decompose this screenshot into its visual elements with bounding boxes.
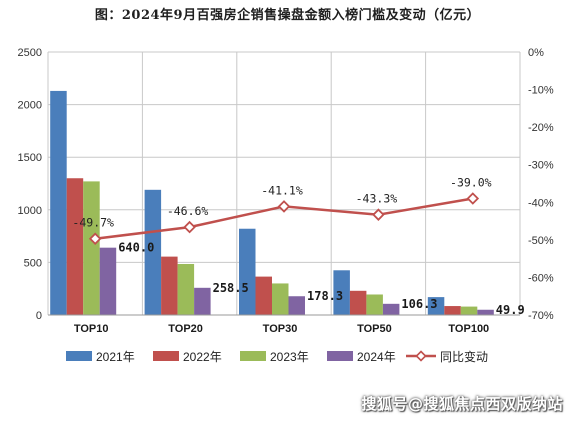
yoy-change-label: -43.3% — [356, 192, 398, 206]
bar-2021年-TOP30 — [239, 228, 256, 315]
yoy-change-marker — [277, 200, 291, 213]
bar-2021年-TOP20 — [144, 189, 162, 315]
yoy-change-marker — [372, 208, 385, 221]
legend-label: 同比变动 — [440, 349, 488, 364]
y-left-tick-label: 1500 — [18, 152, 42, 164]
bar-2023年-TOP10 — [83, 181, 100, 315]
bar-2023年-TOP20 — [177, 263, 195, 315]
y-left-tick-label: 500 — [24, 257, 42, 269]
y-right-tick-label: -30% — [528, 160, 554, 172]
x-tick-label: TOP20 — [168, 323, 203, 335]
y-right-tick-label: -40% — [528, 197, 554, 209]
bar-2023年-TOP50 — [366, 294, 383, 315]
bar-2024年-TOP10 — [99, 247, 117, 315]
legend-marker — [415, 350, 427, 362]
labels-layer: 640.0 258.5 178.3 106.3 49.9 -49.7% -46.6% -41.… — [72, 176, 524, 317]
bar-2021年-TOP50 — [333, 270, 350, 315]
bar-2023年-TOP100 — [460, 306, 478, 315]
legend-swatch — [153, 351, 179, 361]
bar-2023年-TOP30 — [272, 283, 289, 315]
data-label-2024: 106.3 — [401, 297, 437, 311]
chart-title: 图：2024年9月百强房企销售操盘金额入榜门槛及变动（亿元） — [94, 8, 481, 23]
line-layer — [88, 192, 480, 246]
y-right-tick-label: -60% — [528, 272, 554, 284]
y-right-tick-label: 0% — [528, 47, 544, 59]
x-tick-label: TOP30 — [263, 323, 298, 335]
bar-2024年-TOP30 — [288, 296, 305, 315]
yoy-change-label: -49.7% — [72, 216, 114, 230]
bar-2024年-TOP20 — [194, 287, 211, 315]
watermark-text: 搜狐号@搜狐焦点西双版纳站 — [361, 395, 563, 413]
y-right-tick-label: -70% — [528, 310, 554, 322]
yoy-change-label: -39.0% — [450, 176, 492, 190]
y-right-tick-label: -10% — [528, 85, 554, 97]
legend-swatch — [240, 351, 266, 361]
yoy-change-label: -41.1% — [261, 183, 303, 197]
y-left-tick-label: 1000 — [18, 205, 42, 217]
legend: 2021年 2022年 2023年 2024年 同比变动 — [66, 349, 488, 364]
data-label-2024: 258.5 — [213, 281, 249, 295]
legend-label: 2021年 — [96, 350, 135, 364]
data-label-2024: 640.0 — [118, 241, 154, 255]
y-left-tick-label: 2000 — [18, 100, 42, 112]
x-tick-label: TOP100 — [448, 323, 489, 335]
data-label-2024: 49.9 — [496, 303, 525, 317]
x-tick-label: TOP10 — [74, 323, 109, 335]
bar-2022年-TOP30 — [255, 276, 272, 315]
legend-label: 2024年 — [357, 350, 396, 364]
bar-2022年-TOP50 — [349, 290, 367, 315]
y-right-tick-label: -50% — [528, 235, 554, 247]
y-left-tick-label: 0 — [36, 310, 42, 322]
bar-2022年-TOP20 — [161, 256, 178, 315]
legend-swatch — [66, 351, 92, 361]
bar-2021年-TOP100 — [427, 297, 445, 315]
bar-2021年-TOP10 — [50, 90, 67, 315]
bar-2022年-TOP10 — [66, 178, 84, 315]
bar-2024年-TOP50 — [382, 303, 400, 315]
legend-label: 2022年 — [183, 350, 222, 364]
y-right-tick-label: -20% — [528, 122, 554, 134]
bar-2022年-TOP100 — [444, 306, 461, 315]
x-tick-label: TOP50 — [357, 323, 392, 335]
bar-2024年-TOP100 — [477, 309, 494, 315]
bars-layer — [50, 90, 494, 315]
legend-label: 2023年 — [270, 350, 309, 364]
yoy-change-marker — [466, 192, 480, 205]
yoy-change-marker — [183, 220, 196, 234]
axes-layer: 0 500 1000 1500 2000 2500 -70% -60% -50% -40% -30%… — [18, 47, 554, 335]
yoy-change-label: -46.6% — [167, 204, 209, 218]
data-label-2024: 178.3 — [307, 289, 343, 303]
yoy-change-marker — [88, 232, 102, 246]
y-left-tick-label: 2500 — [18, 47, 42, 59]
legend-swatch — [327, 351, 353, 361]
